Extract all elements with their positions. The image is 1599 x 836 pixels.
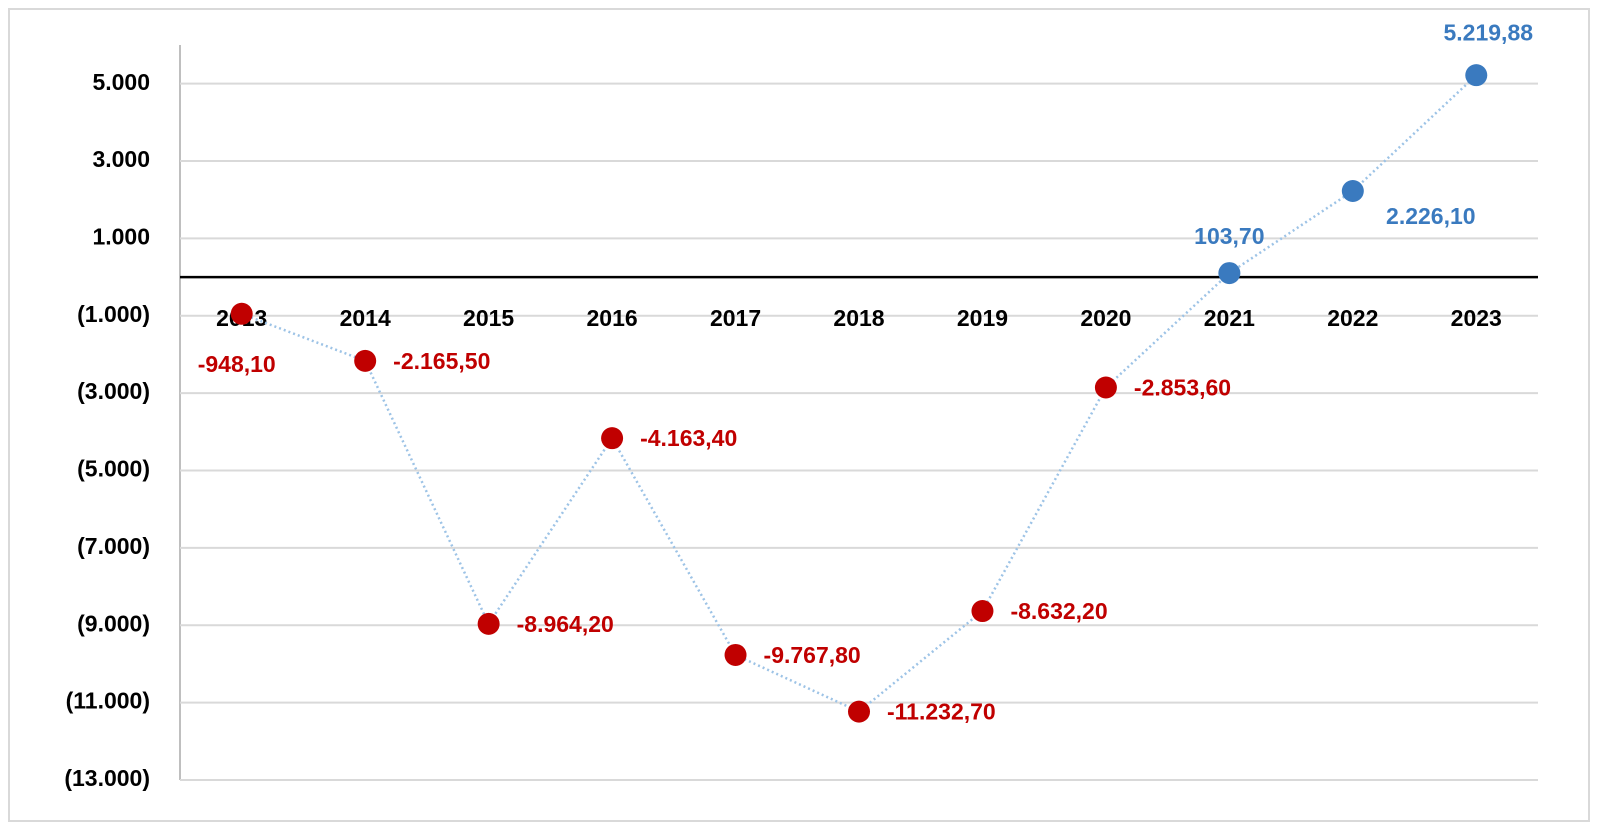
chart-frame — [8, 8, 1590, 822]
x-tick-label: 2018 — [833, 305, 884, 331]
x-tick-label: 2017 — [710, 305, 761, 331]
x-tick-label: 2022 — [1327, 305, 1378, 331]
data-label: -2.853,60 — [1134, 375, 1231, 401]
data-point — [848, 700, 870, 723]
data-label: -948,10 — [198, 351, 276, 377]
data-point — [971, 600, 994, 623]
data-point — [1341, 179, 1364, 202]
data-label: 5.219,88 — [1444, 19, 1534, 45]
data-label: -4.163,40 — [640, 425, 737, 451]
y-tick-label: (9.000) — [77, 610, 150, 636]
data-point — [724, 643, 747, 666]
x-tick-label: 2023 — [1451, 305, 1502, 331]
data-point — [1218, 262, 1241, 285]
data-point — [1094, 376, 1117, 399]
data-label: -9.767,80 — [764, 642, 861, 668]
data-label: 103,70 — [1194, 223, 1264, 249]
x-tick-label: 2014 — [340, 305, 391, 331]
data-point — [1465, 64, 1488, 87]
data-point — [601, 427, 624, 450]
data-label: -8.964,20 — [517, 611, 614, 637]
y-tick-label: (13.000) — [64, 765, 150, 791]
y-tick-label: (7.000) — [77, 533, 150, 559]
y-tick-label: (11.000) — [66, 688, 150, 714]
data-label: 2.226,10 — [1386, 203, 1476, 229]
data-label: -2.165,50 — [393, 348, 490, 374]
y-tick-label: (3.000) — [77, 378, 150, 404]
x-tick-label: 2020 — [1080, 305, 1131, 331]
y-tick-label: 3.000 — [92, 146, 150, 172]
y-tick-label: 5.000 — [92, 69, 150, 95]
x-tick-label: 2016 — [587, 305, 638, 331]
x-tick-label: 2019 — [957, 305, 1008, 331]
x-tick-label: 2015 — [463, 305, 514, 331]
data-label: -8.632,20 — [1010, 598, 1107, 624]
x-tick-label: 2021 — [1204, 305, 1255, 331]
y-tick-label: (1.000) — [77, 301, 150, 327]
data-point — [230, 302, 253, 325]
data-point — [477, 612, 500, 635]
y-tick-label: 1.000 — [92, 223, 150, 249]
data-point — [354, 349, 377, 372]
data-label: -11.232,70 — [887, 699, 996, 725]
y-tick-label: (5.000) — [77, 456, 150, 482]
